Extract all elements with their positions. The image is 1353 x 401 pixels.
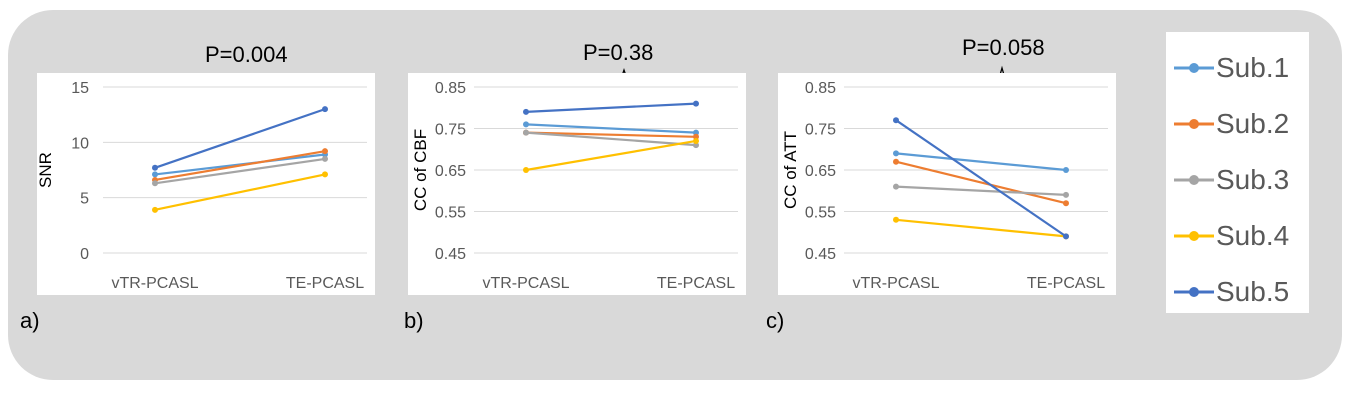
y-tick-label: 0.85 [435, 80, 466, 97]
y-tick-label: 0.55 [805, 205, 836, 222]
legend: Sub.1 Sub.2 Sub.3 Sub.4 Sub.5 [1166, 32, 1309, 313]
p-value-a: P=0.004 [205, 42, 288, 67]
y-axis-label: CC of CBF [411, 129, 430, 211]
data-point-sub3 [893, 183, 899, 190]
data-point-sub3 [1063, 191, 1069, 198]
data-point-sub5 [523, 108, 529, 115]
y-tick-label: 0.65 [435, 163, 466, 180]
x-tick-label: TE-PCASL [657, 275, 735, 292]
data-point-sub3 [523, 129, 529, 136]
series-line-sub5 [154, 108, 326, 169]
x-tick-label: vTR-PCASL [111, 275, 198, 292]
y-tick-label: 0.45 [435, 246, 466, 263]
chart-panel-b: 0.45 0.55 0.65 0.75 0.85 vTR-PCASL TE-PCASL CC … [408, 73, 746, 295]
data-point-sub4 [322, 171, 328, 178]
data-point-sub1 [152, 171, 158, 178]
panel-label-b: b) [404, 308, 424, 333]
series-line-sub3 [895, 185, 1067, 196]
y-axis-label: CC of ATT [781, 131, 800, 209]
series-line-sub1 [525, 123, 697, 134]
data-point-sub1 [523, 121, 529, 128]
chart-panel-c: 0.45 0.55 0.65 0.75 0.85 vTR-PCASL TE-PCASL CC … [778, 73, 1116, 295]
y-tick-label: 0.75 [435, 122, 466, 139]
x-tick-label: TE-PCASL [286, 275, 364, 292]
data-point-sub5 [693, 100, 699, 107]
legend-label-sub5: Sub.5 [1216, 276, 1290, 307]
y-tick-label: 0.55 [435, 205, 466, 222]
y-tick-label: 15 [71, 80, 89, 97]
data-point-sub3 [152, 180, 158, 187]
series-line-sub4 [895, 218, 1067, 238]
data-point-sub3 [322, 155, 328, 162]
series-line-sub4 [154, 173, 326, 211]
y-tick-label: 0.45 [805, 246, 836, 263]
y-tick-label: 0.75 [805, 122, 836, 139]
y-tick-label: 10 [71, 135, 89, 152]
x-tick-label: TE-PCASL [1027, 275, 1105, 292]
data-point-sub5 [893, 117, 899, 124]
data-point-sub5 [322, 106, 328, 113]
data-point-sub4 [893, 216, 899, 223]
data-point-sub3 [693, 142, 699, 149]
x-tick-label: vTR-PCASL [852, 275, 939, 292]
chart-panel-a: 0 5 10 15 vTR-PCASL TE-PCASL SNR [37, 73, 375, 295]
data-point-sub2 [1063, 200, 1069, 207]
data-point-sub2 [893, 158, 899, 165]
legend-marker-sub3 [1174, 175, 1214, 185]
series-line-sub1 [895, 152, 1067, 172]
legend-label-sub2: Sub.2 [1216, 108, 1290, 139]
y-axis-label: SNR [37, 152, 55, 188]
series-line-sub2 [154, 150, 326, 182]
legend-item-sub3: Sub.3 [1166, 160, 1309, 200]
p-value-c: P=0.058 [962, 35, 1045, 60]
legend-marker-sub5 [1174, 287, 1214, 297]
data-point-sub1 [1063, 167, 1069, 173]
data-point-sub2 [693, 133, 699, 140]
data-point-sub4 [152, 206, 158, 213]
x-tick-label: vTR-PCASL [482, 275, 569, 292]
data-point-sub5 [152, 164, 158, 171]
data-point-sub1 [693, 129, 699, 136]
data-point-sub4 [693, 137, 699, 144]
panel-label-a: a) [20, 308, 40, 333]
y-tick-label: 0.85 [805, 80, 836, 97]
legend-marker-sub1 [1174, 63, 1214, 73]
data-point-sub2 [322, 148, 328, 155]
legend-item-sub1: Sub.1 [1166, 48, 1309, 88]
legend-label-sub3: Sub.3 [1216, 164, 1290, 195]
series-line-sub3 [525, 131, 697, 147]
y-tick-label: 0 [80, 246, 89, 263]
y-tick-label: 5 [80, 191, 89, 208]
series-line-sub4 [525, 139, 697, 172]
legend-label-sub4: Sub.4 [1216, 220, 1290, 251]
data-point-sub5 [1063, 233, 1069, 240]
series-line-sub5 [895, 119, 1067, 238]
legend-item-sub5: Sub.5 [1166, 272, 1309, 312]
legend-label-sub1: Sub.1 [1216, 52, 1290, 83]
y-tick-label: 0.65 [805, 163, 836, 180]
legend-marker-sub4 [1174, 231, 1214, 241]
legend-marker-sub2 [1174, 119, 1214, 129]
chart-svg-c: 0.45 0.55 0.65 0.75 0.85 vTR-PCASL TE-PCASL CC … [781, 80, 1108, 292]
series-line-sub3 [154, 157, 326, 185]
series-line-sub2 [895, 160, 1067, 205]
data-point-sub1 [893, 150, 899, 157]
panel-label-c: c) [766, 308, 785, 333]
data-point-sub4 [523, 167, 529, 173]
p-value-b: P=0.38 [583, 40, 654, 65]
chart-svg-b: 0.45 0.55 0.65 0.75 0.85 vTR-PCASL TE-PCASL CC … [411, 80, 738, 292]
series-line-sub2 [525, 131, 697, 138]
chart-svg-a: 0 5 10 15 vTR-PCASL TE-PCASL SNR [37, 80, 367, 292]
series-line-sub5 [525, 102, 697, 113]
legend-item-sub4: Sub.4 [1166, 216, 1309, 256]
legend-item-sub2: Sub.2 [1166, 104, 1309, 144]
